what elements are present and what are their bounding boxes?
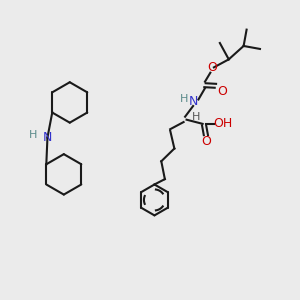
Text: N: N (43, 131, 52, 144)
Text: O: O (201, 135, 211, 148)
Text: H: H (179, 94, 188, 104)
Text: OH: OH (213, 117, 232, 130)
Text: O: O (208, 61, 218, 74)
Text: H: H (29, 130, 38, 140)
Text: N: N (189, 95, 198, 108)
Text: O: O (217, 85, 227, 98)
Text: H: H (192, 112, 201, 122)
